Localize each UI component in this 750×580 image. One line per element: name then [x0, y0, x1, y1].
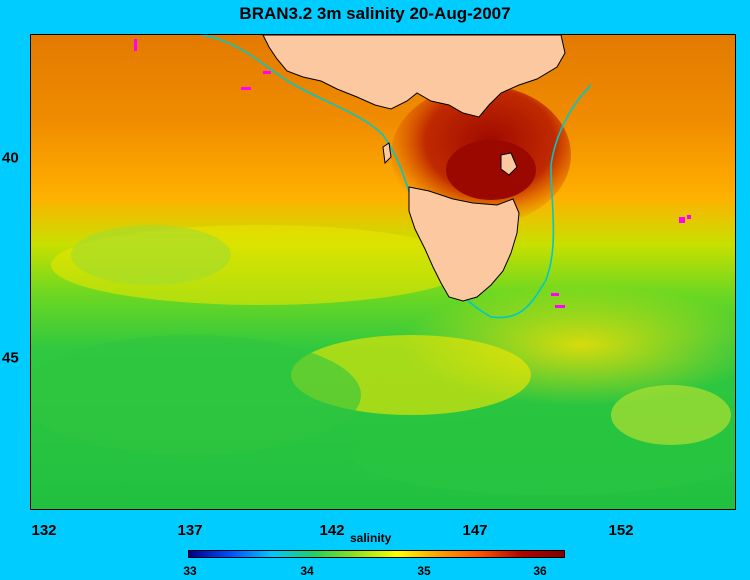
colorbar-tick-34: 34: [300, 564, 314, 578]
marker: [687, 215, 691, 219]
marker: [263, 71, 271, 74]
x-axis-label-152: 152: [608, 522, 634, 539]
salinity-map: [30, 34, 736, 510]
colorbar-tick-35: 35: [417, 564, 431, 578]
colorbar-title: salinity: [350, 531, 392, 545]
bass-strait-core: [446, 140, 536, 200]
marker-group: [134, 39, 691, 308]
eddy-lightgreen-1: [611, 385, 731, 445]
marker: [241, 87, 251, 90]
colorbar: [188, 550, 565, 558]
y-axis-label-45: 45: [2, 349, 19, 367]
map-title: BRAN3.2 3m salinity 20-Aug-2007: [239, 4, 511, 23]
map-canvas: [31, 35, 735, 509]
flinders-island: [500, 152, 518, 176]
marker: [555, 305, 565, 308]
marker: [134, 39, 137, 51]
marker: [679, 217, 685, 223]
marker: [551, 293, 559, 296]
eddy-green-1: [31, 335, 361, 455]
x-axis-label-142: 142: [319, 522, 345, 539]
colorbar-tick-33: 33: [183, 564, 197, 578]
colorbar-tick-36: 36: [533, 564, 547, 578]
king-island: [382, 142, 392, 165]
eddy-lightgreen-2: [71, 225, 231, 285]
australia-mainland: [262, 35, 566, 118]
x-axis-label-137: 137: [177, 522, 203, 539]
y-axis-label-40: 40: [2, 149, 19, 167]
x-axis-label-132: 132: [31, 522, 57, 539]
tasmania: [408, 186, 520, 302]
x-axis-label-147: 147: [462, 522, 488, 539]
